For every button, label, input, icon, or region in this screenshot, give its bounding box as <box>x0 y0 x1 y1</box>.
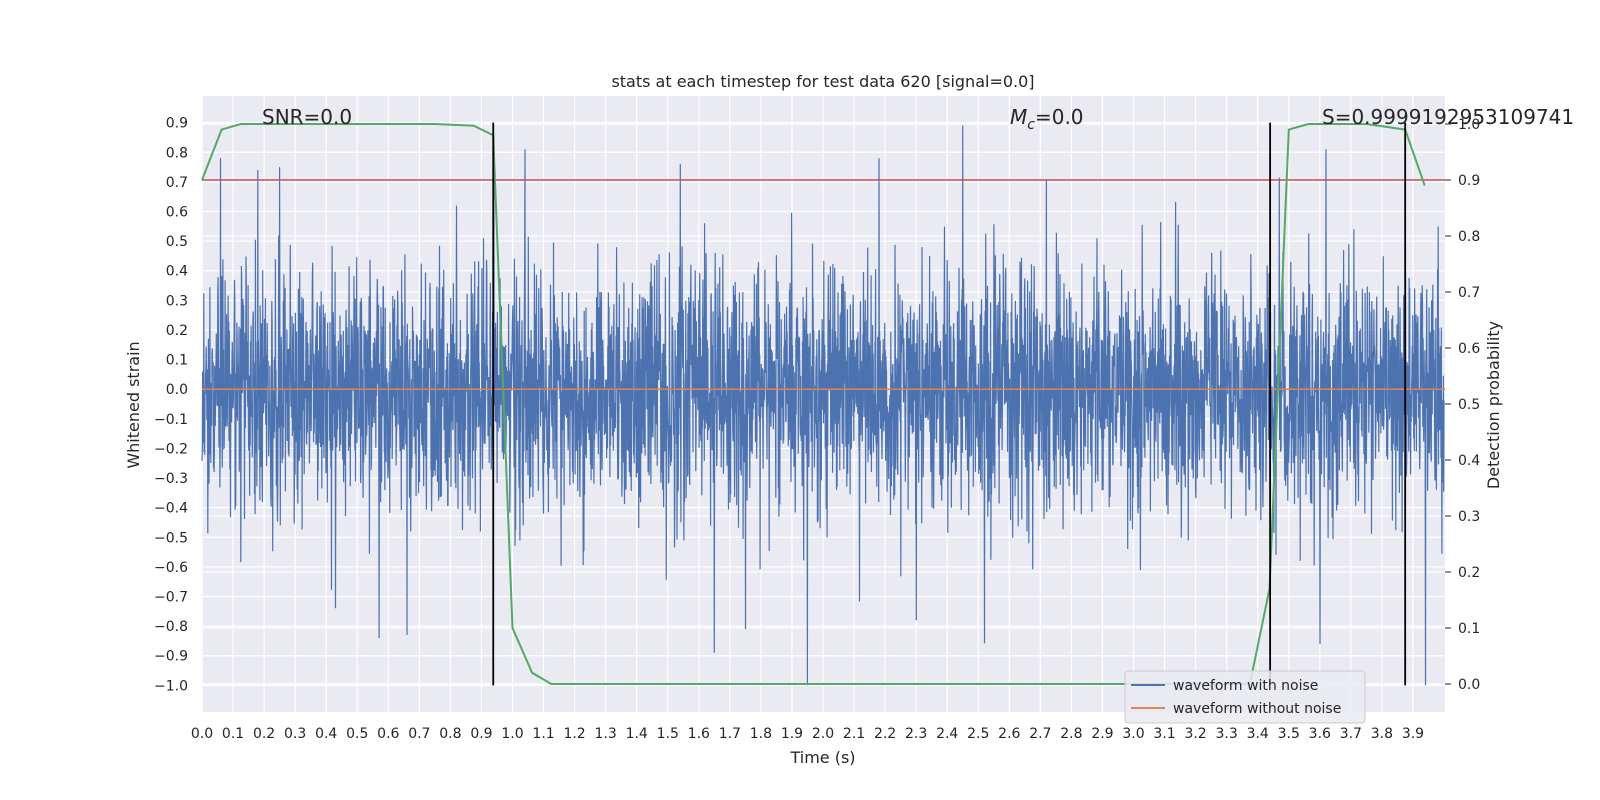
x-tick-label: 0.4 <box>315 726 337 742</box>
y-tick-label: −0.6 <box>154 560 188 576</box>
x-axis-label: Time (s) <box>789 748 855 767</box>
x-tick-label: 1.3 <box>595 726 617 742</box>
x-tick-label: 0.9 <box>470 726 492 742</box>
x-tick-label: 3.3 <box>1216 726 1238 742</box>
legend: waveform with noise waveform without noi… <box>1124 670 1366 724</box>
x-tick-label: 0.5 <box>346 726 368 742</box>
y-axis-label: Whitened strain <box>124 341 143 468</box>
s-annotation: S=0.9999192953109741 <box>1322 105 1574 129</box>
vertical-markers <box>492 122 1407 686</box>
x-tick-label: 3.1 <box>1153 726 1175 742</box>
x-tick-label: 1.2 <box>563 726 585 742</box>
legend-label-clean: waveform without noise <box>1173 701 1341 717</box>
y-tick-label: 0.3 <box>166 293 188 309</box>
y-tick-label: 0.2 <box>166 323 188 339</box>
x-tick-label: 3.8 <box>1371 726 1393 742</box>
x-tick-label: 2.5 <box>967 726 989 742</box>
y-tick-label: 0.4 <box>166 264 188 280</box>
x-tick-label: 0.0 <box>191 726 213 742</box>
x-tick-label: 3.7 <box>1340 726 1362 742</box>
x-tick-label: 3.0 <box>1122 726 1144 742</box>
mc-value: =0.0 <box>1035 105 1084 129</box>
y-tick-label: −0.4 <box>154 501 188 517</box>
y-tick-label: −0.9 <box>154 649 188 665</box>
y2-tick-label: 0.2 <box>1458 565 1480 581</box>
tick-labels: 0.0 0.1 0.2 0.3 0.4 0.5 0.6 0.7 0.8 0.9 1.0 1.1 1.2 1… <box>154 116 1480 742</box>
y-tick-label: 0.9 <box>166 116 188 132</box>
y2-tick-label: 0.4 <box>1458 453 1480 469</box>
y2-tick-label: 0.8 <box>1458 229 1480 245</box>
y2-tick-label: 0.9 <box>1458 173 1480 189</box>
y2-tick-label: 0.6 <box>1458 341 1480 357</box>
x-tick-label: 1.1 <box>532 726 554 742</box>
x-tick-label: 2.0 <box>812 726 834 742</box>
x-tick-label: 1.4 <box>626 726 648 742</box>
x-tick-label: 0.3 <box>284 726 306 742</box>
x-tick-label: 0.7 <box>408 726 430 742</box>
series-detection-probability <box>201 123 1445 685</box>
x-tick-label: 3.5 <box>1278 726 1300 742</box>
x-tick-label: 3.6 <box>1309 726 1331 742</box>
x-tick-label: 2.8 <box>1060 726 1082 742</box>
y2-tick-label: 0.0 <box>1458 677 1480 693</box>
x-tick-label: 0.6 <box>377 726 399 742</box>
y2-axis-label: Detection probability <box>1484 321 1503 489</box>
y-tick-label: −0.8 <box>154 619 188 635</box>
x-tick-label: 2.1 <box>843 726 865 742</box>
y-tick-label: −0.5 <box>154 530 188 546</box>
x-tick-label: 3.4 <box>1247 726 1269 742</box>
y2-tick-label: 0.5 <box>1458 397 1480 413</box>
x-tick-label: 2.2 <box>874 726 896 742</box>
y-tick-label: −0.7 <box>154 590 188 606</box>
x-tick-label: 0.2 <box>253 726 275 742</box>
y2-tick-label: 0.7 <box>1458 285 1480 301</box>
x-tick-label: 3.9 <box>1402 726 1424 742</box>
y2-tick-label: 0.3 <box>1458 509 1480 525</box>
x-tick-label: 2.7 <box>1029 726 1051 742</box>
legend-label-noise: waveform with noise <box>1173 678 1318 694</box>
x-tick-label: 3.2 <box>1184 726 1206 742</box>
x-tick-label: 1.8 <box>750 726 772 742</box>
x-tick-label: 2.4 <box>936 726 958 742</box>
y-tick-label: −1.0 <box>154 678 188 694</box>
x-tick-label: 1.9 <box>781 726 803 742</box>
y-tick-label: 0.6 <box>166 205 188 221</box>
x-tick-label: 1.7 <box>719 726 741 742</box>
x-tick-label: 2.6 <box>998 726 1020 742</box>
y-tick-label: −0.1 <box>154 412 188 428</box>
probability-line <box>201 123 1426 685</box>
mc-annotation: Mc=0.0 <box>1010 105 1084 133</box>
y-tick-label: 0.7 <box>166 175 188 191</box>
x-tick-label: 1.5 <box>657 726 679 742</box>
x-tick-label: 0.1 <box>222 726 244 742</box>
y2-tick-label: 1.0 <box>1458 117 1480 133</box>
x-tick-label: 2.3 <box>905 726 927 742</box>
y-tick-label: 0.5 <box>166 234 188 250</box>
mc-subscript: c <box>1027 117 1035 133</box>
y2-tick-label: 0.1 <box>1458 621 1480 637</box>
series-waveform-with-noise <box>201 125 1445 686</box>
x-tick-label: 1.6 <box>688 726 710 742</box>
y-tick-label: 0.8 <box>166 145 188 161</box>
y-tick-label: 0.0 <box>166 382 188 398</box>
x-tick-label: 0.8 <box>439 726 461 742</box>
mc-symbol: M <box>1010 105 1027 129</box>
y-tick-label: 0.1 <box>166 353 188 369</box>
x-tick-label: 1.0 <box>501 726 523 742</box>
x-tick-label: 2.9 <box>1091 726 1113 742</box>
chart-title: stats at each timestep for test data 620… <box>611 72 1034 91</box>
y-tick-label: −0.3 <box>154 471 188 487</box>
y-tick-label: −0.2 <box>154 441 188 457</box>
snr-annotation: SNR=0.0 <box>262 105 352 129</box>
legend-box <box>1124 670 1366 724</box>
noise-waveform-line <box>201 125 1445 686</box>
